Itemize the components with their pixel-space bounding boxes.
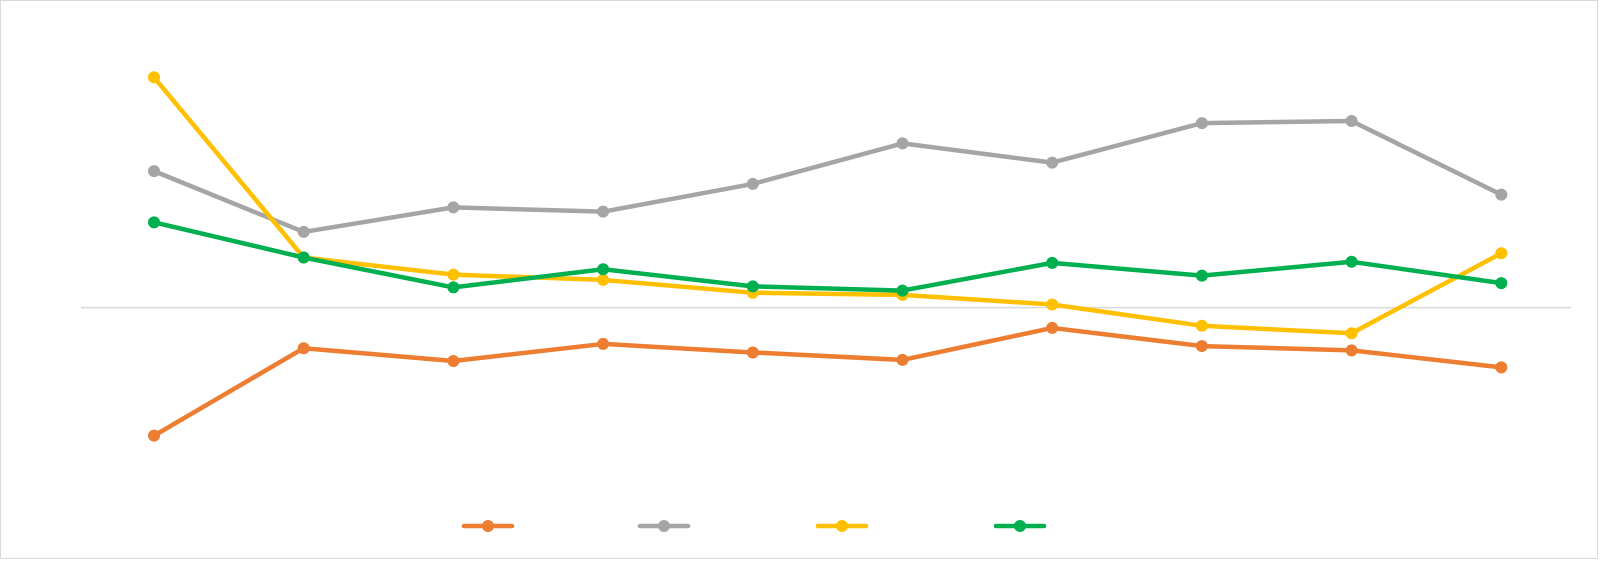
series-group bbox=[148, 71, 1508, 442]
data-point bbox=[1195, 319, 1208, 332]
data-point bbox=[1495, 361, 1508, 374]
data-point bbox=[1345, 327, 1358, 340]
data-point bbox=[297, 251, 310, 264]
legend-item bbox=[815, 520, 869, 532]
series-line bbox=[151, 75, 1504, 336]
data-point bbox=[1345, 344, 1358, 357]
data-point bbox=[148, 429, 160, 442]
data-point bbox=[297, 342, 310, 355]
series-line bbox=[151, 325, 1504, 438]
data-point bbox=[896, 137, 909, 150]
data-point bbox=[447, 201, 460, 214]
legend-item bbox=[461, 520, 515, 532]
legend-item bbox=[993, 520, 1047, 532]
legend-item bbox=[637, 520, 691, 532]
data-point bbox=[1195, 269, 1208, 282]
data-point bbox=[746, 280, 759, 293]
data-point bbox=[148, 216, 160, 229]
data-point bbox=[148, 71, 160, 84]
data-point bbox=[1495, 247, 1508, 260]
data-point bbox=[746, 177, 759, 190]
series-line bbox=[151, 118, 1504, 235]
data-point bbox=[1195, 117, 1208, 130]
data-point bbox=[447, 281, 460, 294]
data-point bbox=[597, 205, 610, 218]
legend-swatch-marker bbox=[658, 520, 670, 532]
data-point bbox=[447, 355, 460, 367]
data-point bbox=[1046, 156, 1059, 169]
series-2 bbox=[148, 115, 1508, 238]
series-line bbox=[151, 220, 1504, 293]
series-3 bbox=[148, 71, 1508, 340]
legend-swatch-marker bbox=[482, 520, 494, 532]
data-point bbox=[896, 284, 909, 297]
data-point bbox=[148, 165, 160, 178]
data-point bbox=[597, 273, 610, 286]
data-point bbox=[1345, 115, 1358, 127]
data-point bbox=[746, 346, 759, 359]
data-point bbox=[1195, 340, 1208, 353]
data-point bbox=[1046, 321, 1059, 334]
data-point bbox=[1495, 277, 1508, 290]
legend-swatch-marker bbox=[1014, 520, 1026, 532]
data-point bbox=[1495, 188, 1508, 201]
legend bbox=[461, 520, 1047, 532]
data-point bbox=[297, 225, 310, 238]
legend-swatch-marker bbox=[836, 520, 848, 532]
data-point bbox=[1046, 256, 1059, 269]
data-point bbox=[597, 263, 610, 276]
series-1 bbox=[148, 321, 1508, 442]
data-point bbox=[1046, 298, 1059, 311]
data-point bbox=[447, 268, 460, 281]
data-point bbox=[1345, 255, 1358, 268]
data-point bbox=[896, 353, 909, 366]
series-4 bbox=[148, 216, 1508, 297]
data-point bbox=[597, 337, 610, 350]
